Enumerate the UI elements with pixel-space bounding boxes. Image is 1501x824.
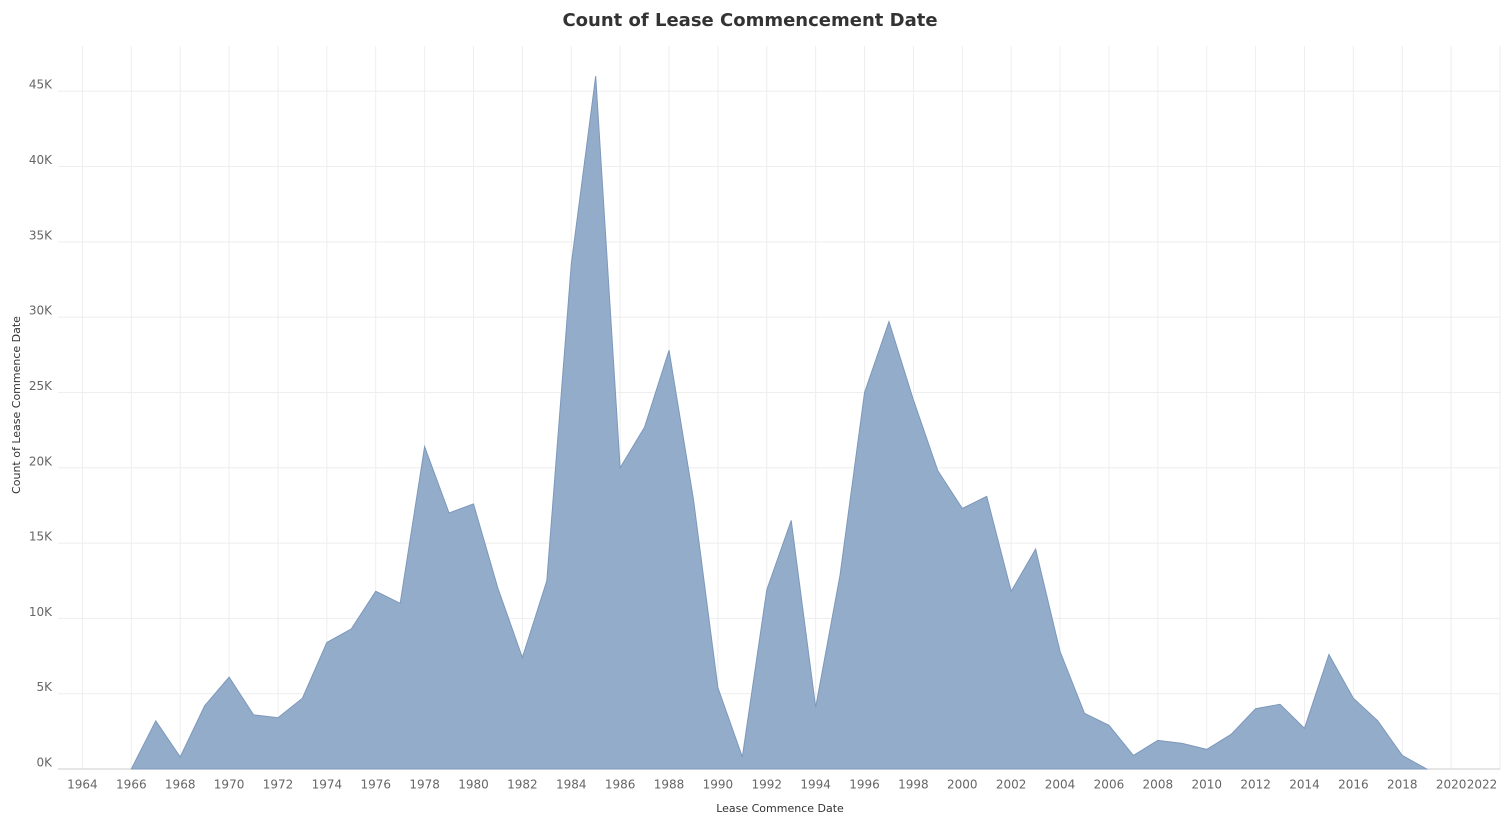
- y-tick-label: 5K: [36, 680, 53, 694]
- x-tick-label: 1970: [214, 778, 245, 792]
- x-tick-label: 1988: [654, 778, 685, 792]
- x-tick-label: 1978: [409, 778, 440, 792]
- x-tick-label: 2014: [1289, 778, 1320, 792]
- y-tick-label: 10K: [29, 605, 53, 619]
- x-tick-label: 1976: [360, 778, 391, 792]
- x-tick-label: 1982: [507, 778, 538, 792]
- y-tick-label: 25K: [29, 379, 53, 393]
- area: [130, 76, 1429, 770]
- y-axis-title: Count of Lease Commence Date: [10, 316, 23, 494]
- x-axis-title: Lease Commence Date: [716, 802, 844, 815]
- y-tick-label: 0K: [36, 756, 53, 770]
- x-tick-label: 2018: [1387, 778, 1418, 792]
- x-tick-label: 1964: [67, 778, 98, 792]
- y-tick-label: 45K: [29, 78, 53, 92]
- x-tick-label: 1966: [116, 778, 147, 792]
- x-tick-label: 2010: [1191, 778, 1222, 792]
- x-tick-label: 1992: [752, 778, 783, 792]
- x-tick-label: 2002: [996, 778, 1027, 792]
- y-tick-label: 40K: [29, 153, 53, 167]
- x-tick-label: 2012: [1240, 778, 1271, 792]
- x-tick-label: 1986: [605, 778, 636, 792]
- x-tick-label: 1996: [849, 778, 880, 792]
- x-tick-label: 2000: [947, 778, 978, 792]
- x-tick-label: 2004: [1045, 778, 1076, 792]
- y-tick-label: 20K: [29, 454, 53, 468]
- y-tick-label: 30K: [29, 304, 53, 318]
- y-tick-label: 15K: [29, 530, 53, 544]
- x-tick-label: 2016: [1338, 778, 1369, 792]
- x-tick-label: 2022: [1467, 778, 1498, 792]
- x-tick-label: 1990: [703, 778, 734, 792]
- y-tick-label: 35K: [29, 228, 53, 242]
- x-tick-label: 1974: [312, 778, 343, 792]
- x-tick-label: 2008: [1143, 778, 1174, 792]
- x-tick-label: 1994: [800, 778, 831, 792]
- x-tick-label: 1984: [556, 778, 587, 792]
- x-tick-label: 1998: [898, 778, 929, 792]
- chart-title: Count of Lease Commencement Date: [562, 10, 937, 31]
- x-tick-label: 1972: [263, 778, 294, 792]
- x-tick-label: 2006: [1094, 778, 1125, 792]
- x-tick-label: 1980: [458, 778, 489, 792]
- x-tick-label: 1968: [165, 778, 196, 792]
- x-tick-label: 2020: [1436, 778, 1467, 792]
